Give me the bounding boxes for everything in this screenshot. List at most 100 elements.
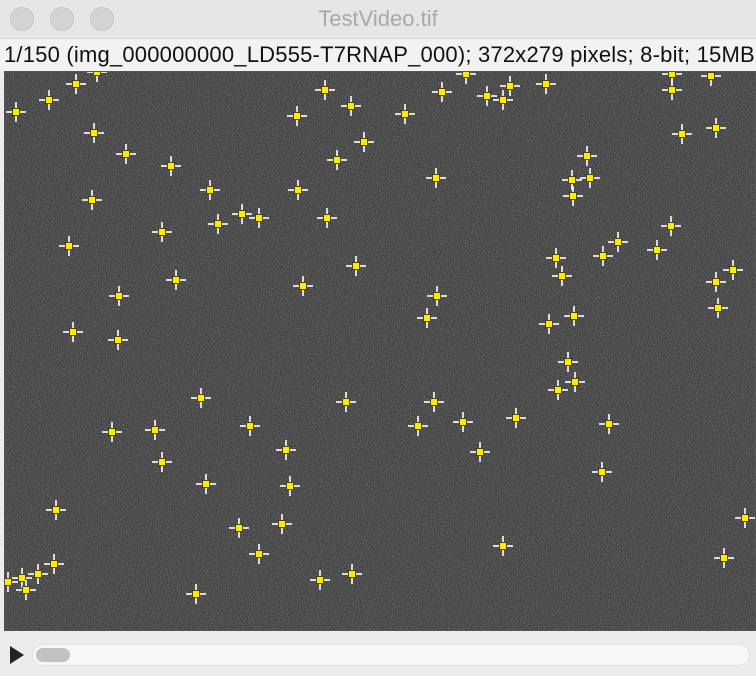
title-bar[interactable]: TestVideo.tif [0,0,756,39]
spot-marker-center [598,468,606,476]
spot-marker-center [512,414,520,422]
spot-marker-center [430,398,438,406]
spot-marker [662,80,682,100]
spot-marker-center [238,210,246,218]
spot-marker [426,168,446,188]
spot-marker [249,544,269,564]
spot-marker [161,156,181,176]
spot-marker [102,422,122,442]
spot-marker [424,392,444,412]
spot-marker [500,76,520,96]
spot-marker [354,132,374,152]
image-info-bar: 1/150 (img_000000000_LD555-T7RNAP_000); … [0,39,756,71]
spot-marker-center [18,574,26,582]
spot-marker-center [45,96,53,104]
spot-marker [108,330,128,350]
spot-marker-center [293,112,301,120]
spot-marker [315,80,335,100]
spot-marker-center [321,86,329,94]
frame-slider-thumb[interactable] [36,648,70,662]
spot-marker-center [432,174,440,182]
spot-marker-center [401,110,409,118]
zoom-button[interactable] [90,7,114,31]
play-triangle-icon[interactable] [6,644,28,666]
spot-marker [208,214,228,234]
spot-marker-center [571,378,579,386]
image-canvas-svg[interactable] [5,72,755,630]
spot-marker-center [653,246,661,254]
spot-marker-center [499,542,507,550]
spot-marker [427,286,447,306]
spot-marker [327,150,347,170]
spot-marker-center [720,554,728,562]
spot-marker-center [114,336,122,344]
spot-marker-center [278,520,286,528]
frame-slider[interactable] [32,644,750,666]
spot-marker-center [476,448,484,456]
spot-marker [432,82,452,102]
spot-marker [552,266,572,286]
spot-marker [701,72,721,86]
spot-marker-center [294,186,302,194]
spot-marker-center [707,72,715,80]
spot-marker [186,584,206,604]
spot-marker [593,246,613,266]
spot-marker [66,74,86,94]
spot-marker-center [167,162,175,170]
spot-marker [276,440,296,460]
spot-marker-center [192,590,200,598]
spot-marker-center [5,578,12,586]
spot-marker-center [586,174,594,182]
spot-marker-center [506,82,514,90]
spot-marker [506,408,526,428]
spot-marker-center [542,80,550,88]
spot-marker-center [712,124,720,132]
spot-marker-center [423,314,431,322]
spot-marker [564,306,584,326]
spot-marker-center [433,292,441,300]
minimize-button[interactable] [50,7,74,31]
spot-marker [232,204,252,224]
spot-marker-center [545,320,553,328]
spot-marker [6,102,26,122]
spot-marker-center [299,282,307,290]
spot-marker [109,286,129,306]
image-canvas[interactable] [4,71,756,631]
spot-marker-center [286,482,294,490]
close-button[interactable] [10,7,34,31]
spot-marker [39,90,59,110]
spot-marker-center [667,222,675,230]
spot-marker [558,352,578,372]
spot-marker-center [614,238,622,246]
window-title: TestVideo.tif [318,6,438,31]
spot-marker [714,548,734,568]
spot-marker-center [108,428,116,436]
spot-marker-center [255,214,263,222]
spot-marker-center [568,176,576,184]
spot-marker-center [52,506,60,514]
spot-marker-center [570,312,578,320]
spot-marker-center [741,514,749,522]
spot-marker [539,314,559,334]
spot-marker-center [122,150,130,158]
spot-marker [408,416,428,436]
spot-marker-center [569,192,577,200]
spot-markers [5,72,755,604]
spot-marker-center [206,186,214,194]
spot-marker [310,570,330,590]
spot-marker [661,216,681,236]
spot-marker [562,170,582,190]
spot-marker [145,420,165,440]
spot-marker [229,518,249,538]
spot-marker [546,248,566,268]
spot-marker-center [462,72,470,78]
spot-marker [59,236,79,256]
spot-marker-center [93,72,101,76]
spot-marker [592,462,612,482]
play-button[interactable] [6,644,28,666]
spot-marker-center [202,480,210,488]
spot-marker [453,412,473,432]
spot-marker [196,474,216,494]
spot-marker-center [69,328,77,336]
spot-marker-center [714,304,722,312]
